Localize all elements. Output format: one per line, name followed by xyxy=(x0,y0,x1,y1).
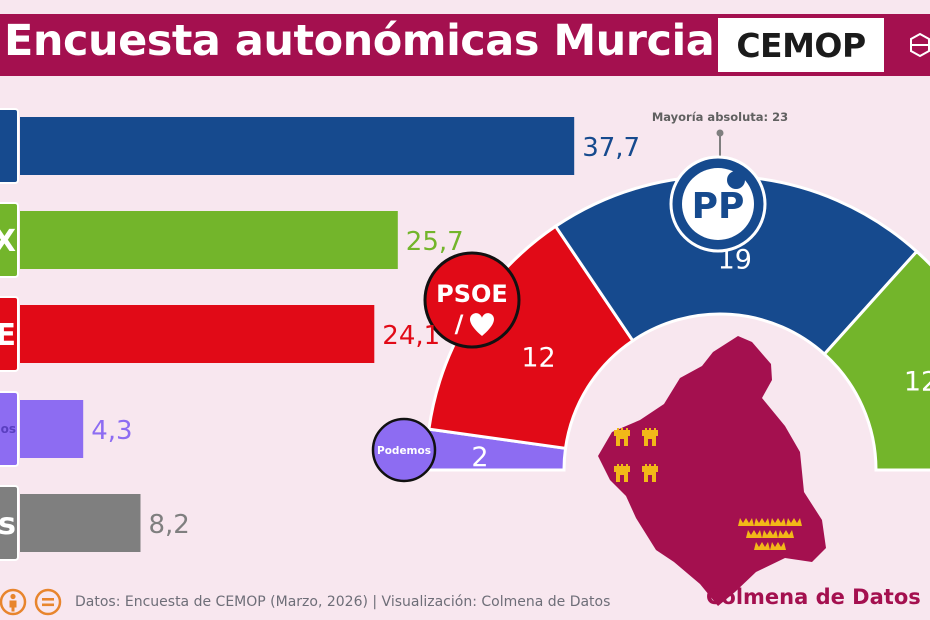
pollster-logo: CEMOP xyxy=(718,18,884,72)
category-label-podemos: os xyxy=(1,422,16,436)
seagull-icon xyxy=(727,171,745,189)
majority-annotation: Mayoría absoluta: 23 xyxy=(652,110,788,124)
hexagon-icon xyxy=(910,32,930,58)
value-label-vox: 25,7 xyxy=(406,227,464,257)
castle-icon xyxy=(614,428,630,446)
value-label-podemos: 4,3 xyxy=(91,416,132,446)
vote-share-bars: 37,7 X 25,7 E 24,1 os 4,3 s 8,2 xyxy=(0,108,640,561)
crown-icon xyxy=(762,530,778,538)
seat-segment-vox xyxy=(822,249,930,472)
value-label-otros: 8,2 xyxy=(149,510,190,540)
source-note: Datos: Encuesta de CEMOP (Marzo, 2026) |… xyxy=(75,594,611,610)
seat-segment-psoe xyxy=(427,224,635,450)
psoe-logo-text: PSOE xyxy=(436,280,508,308)
bar-vox xyxy=(20,211,398,269)
pollster-logo-text: CEMOP xyxy=(736,26,866,65)
crown-icon xyxy=(746,530,762,538)
castle-icon xyxy=(614,464,630,482)
category-label-vox: X xyxy=(0,224,16,259)
page-title: Encuesta autonómicas Murcia xyxy=(4,16,715,66)
pp-logo-text: PP xyxy=(692,186,745,227)
castle-icon xyxy=(642,428,658,446)
podemos-logo-text: Podemos xyxy=(377,445,431,457)
seat-segment-pp xyxy=(553,174,919,357)
value-label-psoe: 24,1 xyxy=(382,321,440,351)
party-badge-psoe xyxy=(0,296,19,372)
heart-icon xyxy=(470,313,494,336)
bar-pp xyxy=(20,117,575,175)
category-label-psoe: E xyxy=(0,318,16,353)
seat-label-podemos: 2 xyxy=(471,442,488,473)
crown-icon xyxy=(786,518,802,526)
crown-icon xyxy=(754,518,770,526)
header-banner: Encuesta autonómicas Murcia CEMOP xyxy=(0,14,930,76)
category-label-otros: s xyxy=(0,507,16,542)
party-badge-pp xyxy=(0,108,19,184)
murcia-region-map xyxy=(598,336,826,606)
person-icon xyxy=(0,588,27,616)
crown-icon xyxy=(770,518,786,526)
bar-podemos xyxy=(20,400,84,458)
crown-icon xyxy=(754,542,770,550)
majority-marker-dot xyxy=(716,129,724,137)
party-badge-otros xyxy=(0,485,19,561)
seat-label-psoe: 12 xyxy=(521,343,555,374)
party-badge-podemos xyxy=(0,391,19,467)
slash-glyph: / xyxy=(455,310,464,338)
brand-credit: Colmena de Datos xyxy=(706,585,921,609)
seat-label-vox: 12 xyxy=(904,367,930,398)
psoe-logo: PSOE/ xyxy=(423,251,521,349)
equals-icon xyxy=(34,588,62,616)
pp-logo: PP xyxy=(669,155,767,253)
bar-psoe xyxy=(20,305,375,363)
castle-icon xyxy=(642,464,658,482)
crown-icon xyxy=(778,530,794,538)
region-silhouette xyxy=(598,336,826,606)
crown-icon xyxy=(738,518,754,526)
podemos-logo: Podemos xyxy=(371,417,437,483)
value-label-pp: 37,7 xyxy=(582,133,640,163)
bar-otros xyxy=(20,494,141,552)
party-badge-vox xyxy=(0,202,19,278)
crown-icon xyxy=(770,542,786,550)
